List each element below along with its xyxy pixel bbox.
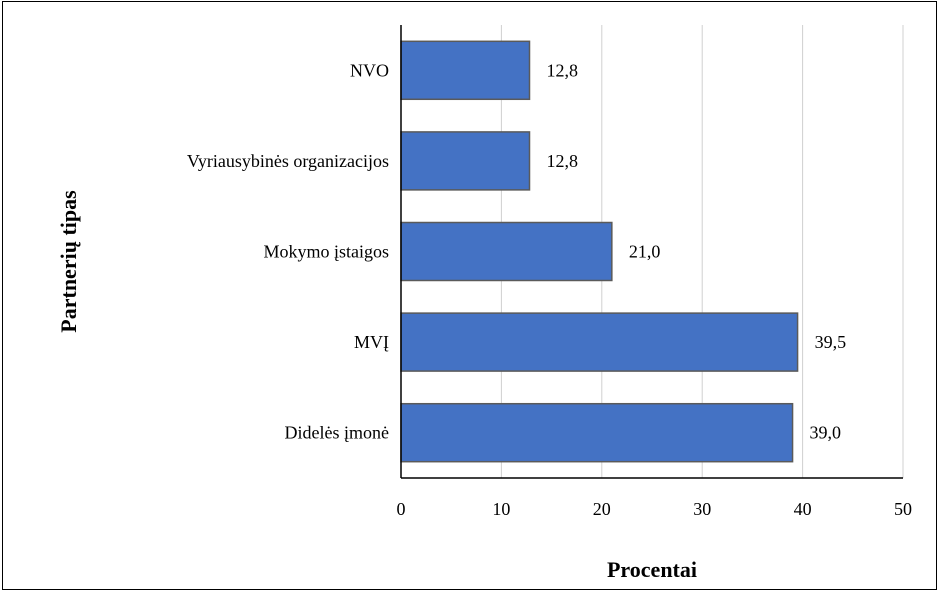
value-label: 12,8 [547, 151, 579, 171]
category-labels: NVO Vyriausybinės organizacijos Mokymo įst… [187, 60, 389, 442]
x-axis-title: Procentai [607, 557, 697, 582]
value-label: 12,8 [547, 60, 579, 80]
bar [400, 131, 531, 191]
x-tick-label: 50 [894, 499, 912, 519]
category-label: NVO [350, 60, 389, 80]
category-label: Didelės įmonė [285, 423, 389, 443]
x-tick-label: 20 [593, 499, 611, 519]
bar [400, 312, 799, 372]
bars [400, 40, 799, 463]
value-label: 39,5 [815, 332, 847, 352]
category-label: Mokymo įstaigos [263, 242, 389, 262]
x-tick-label: 0 [397, 499, 406, 519]
bar [400, 40, 531, 101]
bar [400, 402, 794, 463]
value-labels: 12,8 12,8 21,0 39,5 39,0 [547, 60, 847, 442]
x-tick-label: 40 [794, 499, 812, 519]
x-tick-labels: 0 10 20 30 40 50 [397, 499, 913, 519]
value-label: 39,0 [810, 423, 842, 443]
category-label: Vyriausybinės organizacijos [187, 151, 389, 171]
bar [400, 221, 613, 282]
x-tick-label: 30 [693, 499, 711, 519]
value-label: 21,0 [629, 242, 661, 262]
category-label: MVĮ [354, 332, 389, 352]
y-axis-title: Partnerių tipas [56, 190, 81, 333]
x-tick-label: 10 [492, 499, 510, 519]
